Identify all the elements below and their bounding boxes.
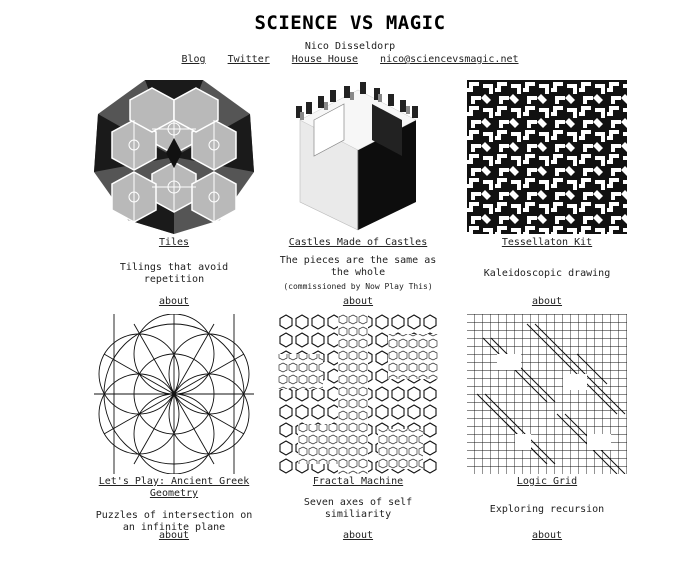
project-title-tiles[interactable]: Tiles — [158, 237, 190, 248]
project-card-tessellaton: Tessellaton Kit Kaleidoscopic drawing ab… — [452, 80, 642, 307]
nav-house-house-link[interactable]: House House — [291, 54, 359, 65]
project-title-geometry[interactable]: Let's Play: Ancient Greek Geometry — [98, 476, 250, 499]
fractal-thumbnail[interactable] — [278, 314, 438, 474]
project-card-fractal: Fractal Machine Seven axes of self simil… — [263, 314, 453, 541]
project-card-tiles: Tiles Tilings that avoid repetition abou… — [79, 80, 269, 307]
logic-grid-thumbnail[interactable] — [467, 314, 627, 474]
project-card-logic-grid: Logic Grid Exploring recursion about — [452, 314, 642, 541]
about-link-tiles[interactable]: about — [158, 296, 190, 307]
about-link-fractal[interactable]: about — [342, 530, 374, 541]
nav-links: Blog Twitter House House nico@sciencevsm… — [0, 54, 700, 65]
project-title-castles[interactable]: Castles Made of Castles — [288, 237, 428, 248]
tiles-thumbnail[interactable] — [94, 80, 254, 234]
project-desc-geometry: Puzzles of intersection on an infinite p… — [95, 510, 253, 533]
project-title-fractal[interactable]: Fractal Machine — [312, 476, 404, 487]
author-name: Nico Disseldorp — [304, 41, 396, 52]
nav-twitter-link[interactable]: Twitter — [227, 54, 270, 65]
project-title-tessellaton[interactable]: Tessellaton Kit — [501, 237, 593, 248]
geometry-thumbnail[interactable] — [94, 314, 254, 474]
project-desc-fractal: Seven axes of self similiarity — [303, 497, 413, 520]
project-desc-tiles: Tilings that avoid repetition — [119, 262, 229, 285]
about-link-geometry[interactable]: about — [158, 530, 190, 541]
project-title-logic-grid[interactable]: Logic Grid — [516, 476, 578, 487]
about-link-logic-grid[interactable]: about — [531, 530, 563, 541]
project-card-geometry: Let's Play: Ancient Greek Geometry Puzzl… — [79, 314, 269, 541]
nav-email-link[interactable]: nico@sciencevsmagic.net — [380, 54, 519, 65]
project-desc-logic-grid: Exploring recursion — [489, 504, 605, 515]
site-title: SCIENCE VS MAGIC — [254, 12, 446, 34]
about-link-tessellaton[interactable]: about — [531, 296, 563, 307]
project-desc-tessellaton: Kaleidoscopic drawing — [483, 268, 611, 279]
project-note-castles: (commissioned by Now Play This) — [283, 282, 433, 291]
project-card-castles: Castles Made of Castles The pieces are t… — [263, 80, 453, 307]
tessellaton-thumbnail[interactable] — [467, 80, 627, 234]
castles-thumbnail[interactable] — [278, 80, 438, 234]
project-desc-castles: The pieces are the same as the whole — [279, 255, 437, 278]
about-link-castles[interactable]: about — [342, 296, 374, 307]
nav-blog-link[interactable]: Blog — [181, 54, 206, 65]
